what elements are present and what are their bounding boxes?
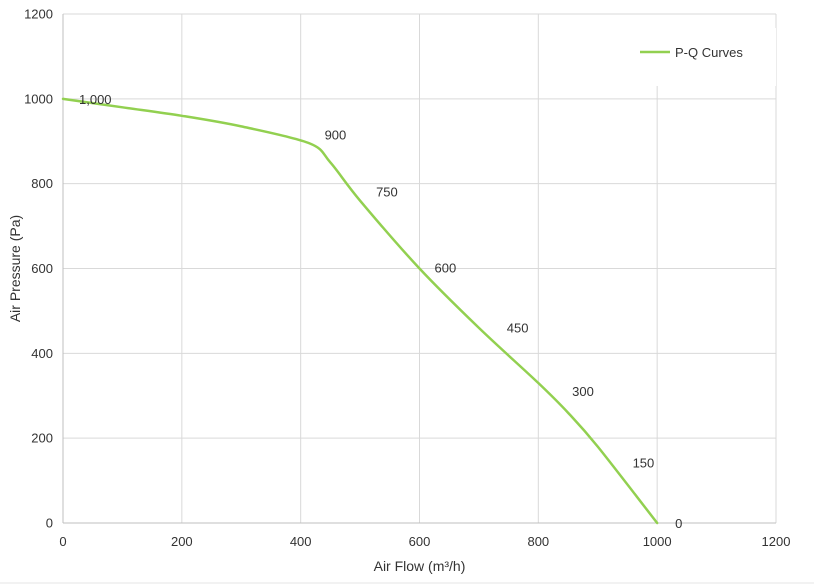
grid-layer bbox=[63, 13, 777, 523]
legend-label: P-Q Curves bbox=[675, 45, 743, 60]
x-tick-label: 1200 bbox=[762, 534, 791, 549]
y-tick-label: 0 bbox=[46, 516, 53, 531]
x-tick-label: 1000 bbox=[643, 534, 672, 549]
y-tick-label: 1200 bbox=[24, 7, 53, 22]
x-tick-label: 200 bbox=[171, 534, 193, 549]
legend: P-Q Curves bbox=[628, 28, 776, 86]
legend-background bbox=[628, 28, 776, 86]
y-tick-label: 600 bbox=[31, 261, 53, 276]
data-label: 150 bbox=[633, 456, 655, 471]
y-axis-title: Air Pressure (Pa) bbox=[7, 215, 23, 322]
series-layer bbox=[61, 97, 659, 525]
data-label: 1,000 bbox=[79, 92, 112, 107]
series-line-0 bbox=[61, 97, 659, 525]
x-tick-label: 400 bbox=[290, 534, 312, 549]
y-tick-label: 800 bbox=[31, 176, 53, 191]
y-tick-label: 200 bbox=[31, 431, 53, 446]
y-tick-label: 400 bbox=[31, 346, 53, 361]
data-label: 600 bbox=[435, 261, 457, 276]
y-tick-label: 1000 bbox=[24, 91, 53, 106]
x-tick-label: 600 bbox=[409, 534, 431, 549]
x-tick-label: 0 bbox=[59, 534, 66, 549]
data-label-layer: 1,000 900 750 600 450 300 150 0 bbox=[79, 92, 682, 531]
axis-layer: 0 200 400 600 800 1000 1200 0 200 400 600 800 1000 12… bbox=[0, 7, 814, 584]
data-label: 0 bbox=[675, 516, 682, 531]
data-label: 900 bbox=[325, 127, 347, 142]
data-label: 300 bbox=[572, 384, 594, 399]
x-tick-label: 800 bbox=[527, 534, 549, 549]
data-label: 750 bbox=[376, 185, 398, 200]
data-label: 450 bbox=[507, 320, 529, 335]
x-axis-title: Air Flow (m³/h) bbox=[374, 558, 466, 574]
